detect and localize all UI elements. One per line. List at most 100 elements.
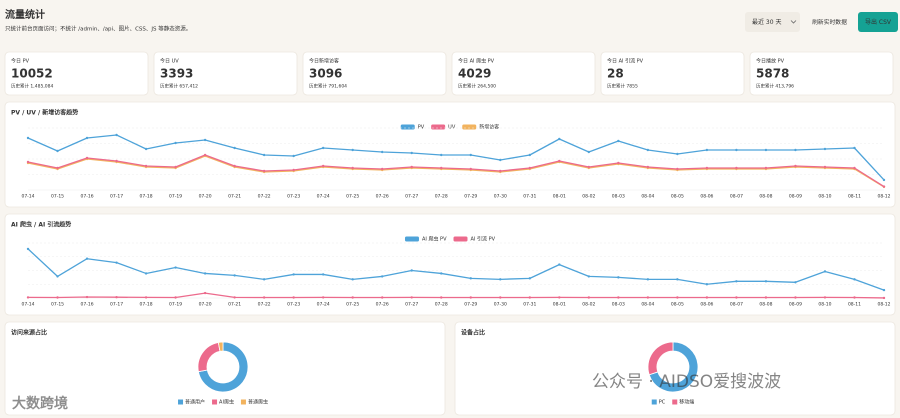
series-point: [499, 296, 502, 299]
stat-total: 历史累计 657,412: [160, 83, 198, 90]
series-point: [558, 159, 561, 163]
x-tick-label: 08-08: [759, 194, 772, 200]
x-tick-label: 08-09: [789, 302, 802, 308]
x-tick-label: 07-25: [346, 302, 359, 308]
stat-value: 10052: [11, 67, 53, 81]
page-title: 流量统计: [5, 8, 45, 21]
x-tick-label: 07-23: [287, 302, 300, 308]
series-point: [587, 296, 591, 299]
stat-value: 3393: [160, 67, 193, 81]
button-text[interactable]: 刷新实时数据: [812, 18, 847, 26]
x-tick-label: 08-11: [848, 302, 861, 308]
series-point: [85, 257, 89, 260]
series-point: [735, 166, 738, 170]
chart-title: AI 爬虫 / AI 引流趋势: [11, 221, 71, 229]
series-point: [174, 141, 177, 145]
x-tick-label: 07-28: [435, 194, 448, 200]
stat-label: 今日新增访客: [309, 58, 339, 65]
series-point: [292, 273, 295, 276]
series-point: [174, 296, 177, 299]
series-point: [823, 296, 827, 299]
series-line: [27, 248, 885, 291]
stat-total: 历史累计 791,604: [309, 83, 347, 90]
x-tick-label: 08-10: [818, 302, 831, 308]
series-point: [558, 137, 561, 141]
series-point: [469, 277, 472, 280]
series-point: [144, 147, 148, 151]
series-point: [292, 168, 295, 172]
chart-card: [4, 213, 896, 316]
series-line: [27, 134, 885, 181]
series-point: [56, 166, 59, 170]
stat-label: 今日 AI 引流 PV: [607, 58, 644, 65]
x-tick-label: 07-21: [228, 302, 241, 308]
select-caret[interactable]: [790, 20, 797, 24]
series-point: [351, 148, 354, 152]
x-tick-label: 07-14: [21, 302, 34, 308]
x-tick-label: 07-18: [140, 302, 153, 308]
series-point: [853, 278, 856, 281]
series-point: [351, 278, 354, 281]
select-box[interactable]: [745, 12, 800, 32]
x-tick-label: 08-10: [818, 194, 831, 200]
legend-label: AI 引流 PV: [471, 236, 496, 243]
series-point: [410, 151, 413, 155]
series-point: [440, 272, 443, 275]
x-tick-label: 07-29: [464, 194, 477, 200]
stat-card: [4, 51, 149, 96]
series-point: [321, 296, 325, 299]
series-point: [705, 296, 709, 299]
series-point: [676, 296, 679, 299]
button-text[interactable]: 导出 CSV: [865, 18, 892, 26]
x-tick-label: 07-30: [494, 302, 507, 308]
series-point: [528, 296, 531, 299]
legend-swatch: [672, 399, 678, 405]
x-tick-label: 07-26: [376, 194, 389, 200]
stat-total: 历史累计 264,500: [458, 83, 496, 90]
series-point: [381, 275, 384, 278]
series-point: [321, 164, 325, 168]
legend-label: UV: [448, 125, 456, 131]
x-tick-label: 07-26: [376, 302, 389, 308]
x-tick-label: 08-12: [877, 194, 890, 200]
series-point: [617, 296, 620, 299]
legend-swatch: [212, 399, 218, 405]
legend-swatch: [453, 236, 468, 242]
series-point: [144, 164, 148, 168]
series-point: [26, 136, 30, 140]
refresh-button[interactable]: 刷新实时数据: [804, 12, 855, 32]
stat-value: 28: [607, 67, 624, 81]
x-tick-label: 08-09: [789, 194, 802, 200]
x-tick-label: 08-07: [730, 302, 743, 308]
watermark: 公众号 · AIDSO爱搜波波: [592, 372, 781, 392]
pie-segment: [648, 341, 699, 393]
stat-total: 历史累计 1,485,084: [11, 83, 53, 90]
x-tick-label: 07-31: [523, 194, 536, 200]
export-button[interactable]: 导出 CSV: [858, 12, 898, 32]
button-box[interactable]: [804, 12, 855, 32]
series-point: [794, 296, 797, 299]
series-point: [203, 272, 207, 275]
x-tick-label: 08-02: [582, 302, 595, 308]
x-tick-label: 07-31: [523, 302, 536, 308]
x-tick-label: 08-03: [612, 302, 625, 308]
series-point: [174, 266, 177, 269]
series-point: [56, 296, 59, 299]
x-tick-label: 08-06: [700, 194, 713, 200]
range-select[interactable]: 最近 30 天: [745, 12, 800, 32]
series-point: [646, 165, 650, 169]
series-point: [882, 296, 886, 300]
series-point: [440, 153, 443, 157]
x-tick-label: 08-05: [671, 302, 684, 308]
pie-segment: [647, 341, 674, 376]
series-point: [528, 153, 531, 157]
x-tick-label: 08-04: [641, 194, 654, 200]
select-text[interactable]: 最近 30 天: [752, 18, 781, 26]
series-point: [469, 167, 472, 171]
button-box[interactable]: [858, 12, 898, 32]
series-point: [499, 169, 502, 173]
legend-swatch: [240, 399, 246, 405]
x-tick-label: 08-02: [582, 194, 595, 200]
legend-label: PV: [418, 125, 425, 131]
